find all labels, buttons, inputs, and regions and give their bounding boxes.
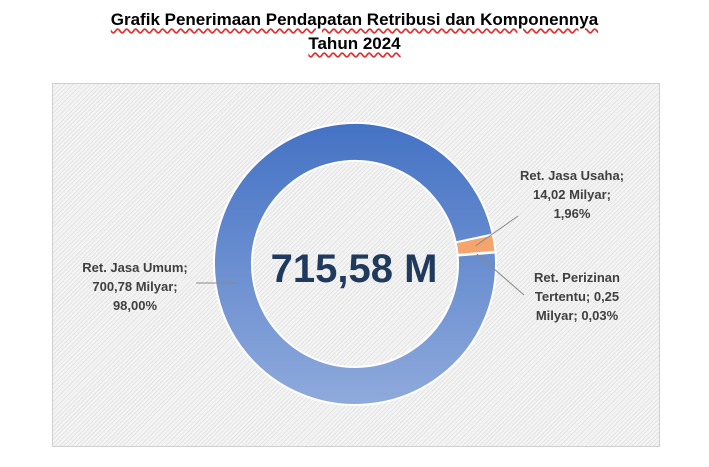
donut-slice-jasa-umum xyxy=(213,122,497,406)
data-label-perizinan: Ret. Perizinan Tertentu; 0,25 Milyar; 0,… xyxy=(534,270,620,323)
data-label-jasa-usaha: Ret. Jasa Usaha; 14,02 Milyar; 1,96% xyxy=(519,168,625,221)
leader-line-jasa-usaha xyxy=(475,215,519,247)
donut-center-total: 715,58 M xyxy=(271,247,438,291)
donut-slice-perizinan xyxy=(456,250,497,257)
leader-line-perizinan xyxy=(476,253,525,296)
chart-title: Grafik Penerimaan Pendapatan Retribusi d… xyxy=(0,8,709,56)
data-label-jasa-umum: Ret. Jasa Umum; 700,78 Milyar; 98,00% xyxy=(82,260,188,313)
chart-title-line2: Tahun 2024 xyxy=(308,34,401,53)
chart-title-line1: Grafik Penerimaan Pendapatan Retribusi d… xyxy=(110,10,599,29)
